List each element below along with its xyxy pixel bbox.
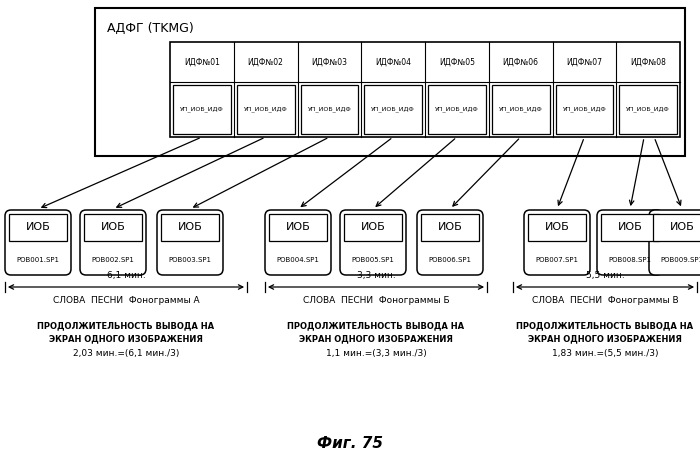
FancyBboxPatch shape xyxy=(157,210,223,275)
Text: УП_ИОБ_ИДФ: УП_ИОБ_ИДФ xyxy=(371,106,415,113)
Text: ИОБ: ИОБ xyxy=(545,222,569,232)
FancyBboxPatch shape xyxy=(597,210,663,275)
Bar xyxy=(344,214,402,241)
Bar xyxy=(491,85,550,134)
Text: 3,3 мин.: 3,3 мин. xyxy=(356,271,396,280)
FancyBboxPatch shape xyxy=(80,210,146,275)
Text: ИОБ: ИОБ xyxy=(101,222,125,232)
Bar xyxy=(269,214,327,241)
Text: ПРОДОЛЖИТЕЛЬНОСТЬ ВЫВОДА НА: ПРОДОЛЖИТЕЛЬНОСТЬ ВЫВОДА НА xyxy=(37,321,215,330)
Bar xyxy=(9,214,67,241)
Bar xyxy=(170,42,680,137)
FancyBboxPatch shape xyxy=(265,210,331,275)
Text: АДФГ (TKMG): АДФГ (TKMG) xyxy=(107,22,194,35)
Text: УП_ИОБ_ИДФ: УП_ИОБ_ИДФ xyxy=(244,106,288,113)
Bar xyxy=(237,85,295,134)
FancyBboxPatch shape xyxy=(340,210,406,275)
Text: 2,03 мин.=(6,1 мин./3): 2,03 мин.=(6,1 мин./3) xyxy=(73,349,179,358)
FancyBboxPatch shape xyxy=(649,210,700,275)
Bar xyxy=(84,214,142,241)
Bar xyxy=(300,85,358,134)
Text: ПРОДОЛЖИТЕЛЬНОСТЬ ВЫВОДА НА: ПРОДОЛЖИТЕЛЬНОСТЬ ВЫВОДА НА xyxy=(288,321,465,330)
Text: ИДФ№04: ИДФ№04 xyxy=(375,57,411,67)
Text: ИДФ№01: ИДФ№01 xyxy=(184,57,220,67)
Bar xyxy=(95,8,685,156)
Bar xyxy=(428,85,486,134)
Text: POB005.SP1: POB005.SP1 xyxy=(351,257,394,263)
Text: ИОБ: ИОБ xyxy=(178,222,202,232)
FancyBboxPatch shape xyxy=(5,210,71,275)
Text: ЭКРАН ОДНОГО ИЗОБРАЖЕНИЯ: ЭКРАН ОДНОГО ИЗОБРАЖЕНИЯ xyxy=(49,334,203,343)
Bar xyxy=(421,214,479,241)
Text: УП_ИОБ_ИДФ: УП_ИОБ_ИДФ xyxy=(435,106,479,113)
Bar xyxy=(161,214,219,241)
FancyBboxPatch shape xyxy=(524,210,590,275)
Text: Фиг. 75: Фиг. 75 xyxy=(317,436,383,451)
FancyBboxPatch shape xyxy=(417,210,483,275)
Text: ИОБ: ИОБ xyxy=(26,222,50,232)
Text: УП_ИОБ_ИДФ: УП_ИОБ_ИДФ xyxy=(563,106,606,113)
Text: СЛОВА  ПЕСНИ  Фонограммы В: СЛОВА ПЕСНИ Фонограммы В xyxy=(532,296,678,305)
Text: 6,1 мин.: 6,1 мин. xyxy=(106,271,146,280)
Bar xyxy=(653,214,700,241)
Text: POB003.SP1: POB003.SP1 xyxy=(169,257,211,263)
Text: ИДФ№05: ИДФ№05 xyxy=(439,57,475,67)
Bar xyxy=(556,85,613,134)
Text: ИДФ№08: ИДФ№08 xyxy=(630,57,666,67)
Bar xyxy=(528,214,586,241)
Text: ИОБ: ИОБ xyxy=(360,222,386,232)
Text: ИДФ№06: ИДФ№06 xyxy=(503,57,538,67)
Text: УП_ИОБ_ИДФ: УП_ИОБ_ИДФ xyxy=(498,106,542,113)
Text: POB008.SP1: POB008.SP1 xyxy=(608,257,652,263)
Text: ЭКРАН ОДНОГО ИЗОБРАЖЕНИЯ: ЭКРАН ОДНОГО ИЗОБРАЖЕНИЯ xyxy=(299,334,453,343)
Text: ИОБ: ИОБ xyxy=(617,222,643,232)
Text: ПРОДОЛЖИТЕЛЬНОСТЬ ВЫВОДА НА: ПРОДОЛЖИТЕЛЬНОСТЬ ВЫВОДА НА xyxy=(517,321,694,330)
Text: ИОБ: ИОБ xyxy=(286,222,310,232)
Bar xyxy=(364,85,422,134)
Text: POB001.SP1: POB001.SP1 xyxy=(17,257,60,263)
Bar xyxy=(620,85,677,134)
Text: 5,5 мин.: 5,5 мин. xyxy=(586,271,624,280)
Text: ИОБ: ИОБ xyxy=(670,222,694,232)
Text: СЛОВА  ПЕСНИ  Фонограммы Б: СЛОВА ПЕСНИ Фонограммы Б xyxy=(302,296,449,305)
Text: 1,83 мин.=(5,5 мин./3): 1,83 мин.=(5,5 мин./3) xyxy=(552,349,658,358)
Text: ИОБ: ИОБ xyxy=(438,222,463,232)
Bar xyxy=(601,214,659,241)
Text: СЛОВА  ПЕСНИ  Фонограммы А: СЛОВА ПЕСНИ Фонограммы А xyxy=(52,296,199,305)
Text: 1,1 мин.=(3,3 мин./3): 1,1 мин.=(3,3 мин./3) xyxy=(326,349,426,358)
Text: ЭКРАН ОДНОГО ИЗОБРАЖЕНИЯ: ЭКРАН ОДНОГО ИЗОБРАЖЕНИЯ xyxy=(528,334,682,343)
Text: ИДФ№07: ИДФ№07 xyxy=(566,57,603,67)
Text: ИДФ№02: ИДФ№02 xyxy=(248,57,284,67)
Text: POB007.SP1: POB007.SP1 xyxy=(536,257,578,263)
Text: POB009.SP1: POB009.SP1 xyxy=(661,257,700,263)
Text: ИДФ№03: ИДФ№03 xyxy=(312,57,347,67)
Text: УП_ИОБ_ИДФ: УП_ИОБ_ИДФ xyxy=(307,106,351,113)
Text: УП_ИОБ_ИДФ: УП_ИОБ_ИДФ xyxy=(180,106,224,113)
Text: УП_ИОБ_ИДФ: УП_ИОБ_ИДФ xyxy=(626,106,670,113)
Text: POB002.SP1: POB002.SP1 xyxy=(92,257,134,263)
Bar xyxy=(173,85,231,134)
Text: POB004.SP1: POB004.SP1 xyxy=(276,257,319,263)
Text: POB006.SP1: POB006.SP1 xyxy=(428,257,472,263)
